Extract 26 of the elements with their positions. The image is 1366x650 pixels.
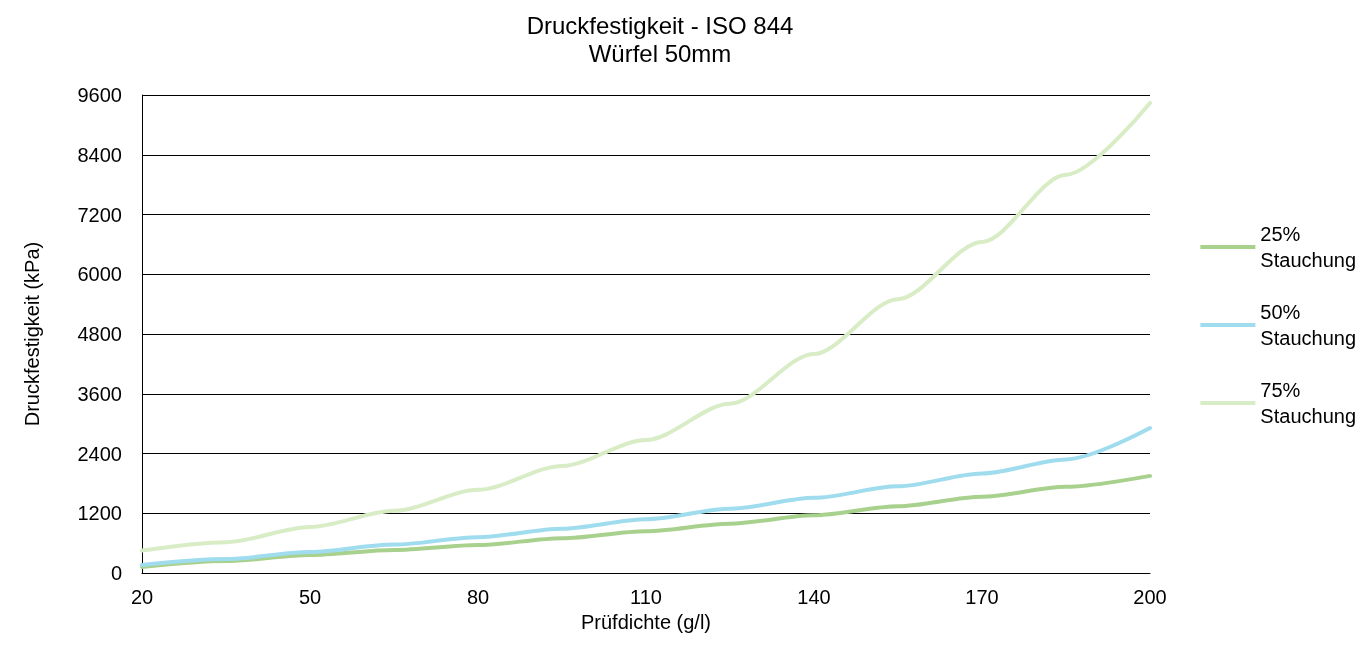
y-axis-title: Druckfestigkeit (kPa) — [21, 241, 43, 427]
chart-subtitle: Würfel 50mm — [588, 39, 732, 67]
x-tick-label: 20 — [130, 586, 154, 608]
x-tick-label: 110 — [630, 586, 662, 608]
y-tick-label: 4800 — [77, 323, 122, 345]
y-tick-label: 8400 — [77, 143, 122, 166]
x-tick-label: 50 — [298, 586, 322, 608]
legend-label: 75% Stauchung — [1260, 379, 1357, 427]
x-tick-label: 170 — [965, 586, 999, 608]
legend-label: 50% Stauchung — [1260, 301, 1357, 349]
y-tick-label: 6000 — [77, 263, 122, 286]
line-series — [140, 473, 1152, 570]
line-series — [140, 426, 1152, 568]
chart-title: Druckfestigkeit - ISO 844 — [526, 11, 794, 39]
x-tick-label: 80 — [466, 586, 490, 608]
y-tick-label: 9600 — [77, 84, 122, 106]
y-tick-label: 2400 — [77, 442, 122, 465]
x-tick-label: 200 — [1133, 586, 1167, 608]
line-series — [140, 100, 1152, 553]
y-tick-label: 0 — [110, 562, 122, 584]
y-tick-label: 1200 — [77, 502, 122, 525]
y-tick-label: 7200 — [77, 203, 122, 226]
y-tick-label: 3600 — [77, 382, 122, 405]
x-axis-title: Prüfdichte (g/l) — [580, 610, 712, 633]
x-tick-label: 140 — [797, 586, 831, 608]
legend-label: 25% Stauchung — [1260, 223, 1357, 271]
